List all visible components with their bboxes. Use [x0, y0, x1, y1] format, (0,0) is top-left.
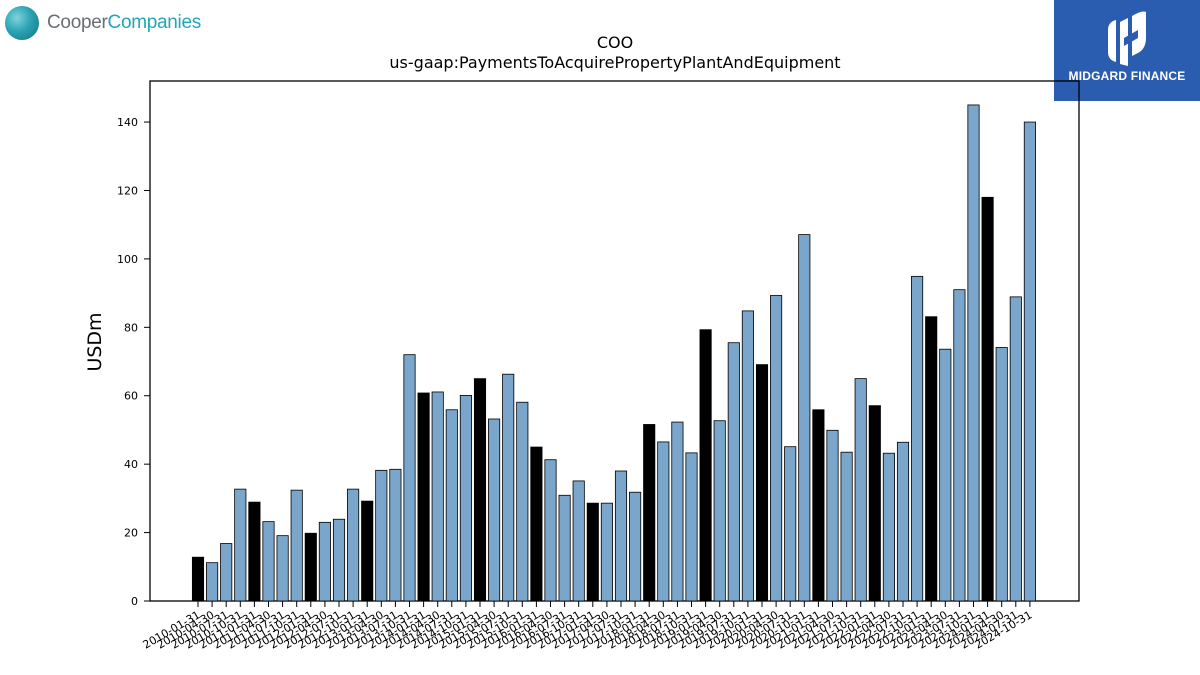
bar-2018-10-31: [685, 452, 698, 602]
company-name: CooperCompanies: [47, 12, 201, 34]
chart-title: COO: [597, 33, 633, 52]
bar-2015-04-30: [488, 418, 501, 602]
bar-2014-01-31: [417, 392, 430, 602]
bar-2023-07-31: [953, 289, 966, 602]
bar-2019-01-31: [699, 329, 712, 602]
y-tick-label: 40: [124, 458, 138, 471]
bar-2019-10-31: [741, 310, 754, 602]
midgard-finance-wordmark: MIDGARD FINANCE: [1068, 69, 1186, 83]
bar-2021-07-31: [840, 451, 853, 602]
globe-icon: [5, 6, 39, 40]
y-tick-label: 80: [124, 321, 138, 334]
bar-2022-10-31: [911, 275, 924, 602]
bar-2024-01-31: [981, 196, 994, 602]
bar-2010-10-31: [234, 488, 247, 602]
bar-2016-04-30: [544, 459, 557, 602]
bar-2024-10-31: [1023, 121, 1036, 602]
y-tick-label: 20: [124, 527, 138, 540]
bar-2023-04-30: [939, 348, 952, 602]
bar-2019-04-30: [713, 420, 726, 602]
bar-2022-01-31: [868, 405, 881, 602]
bar-2016-07-31: [558, 494, 571, 602]
y-tick-label: 60: [124, 390, 138, 403]
bar-2020-04-30: [770, 295, 783, 602]
bar-2016-10-31: [572, 480, 585, 602]
bar-2011-01-31: [248, 501, 261, 602]
bar-2022-04-30: [882, 452, 895, 602]
bar-2014-07-31: [445, 409, 458, 602]
bar-2024-04-30: [995, 347, 1008, 602]
bar-2017-07-31: [614, 470, 628, 602]
bar-2012-10-31: [347, 488, 360, 602]
bar-2016-01-31: [530, 446, 543, 602]
bar-2017-04-30: [600, 502, 613, 602]
bar-2021-01-31: [812, 409, 825, 602]
y-axis-ticks: 0 20 40 60 80 100 120 140: [117, 116, 150, 608]
bar-2020-10-31: [798, 234, 811, 602]
y-tick-label: 0: [131, 595, 138, 608]
cooper-companies-logo: CooperCompanies: [5, 5, 201, 41]
bar-2013-01-31: [361, 500, 374, 602]
plot-area-frame: [149, 80, 1080, 602]
bar-2017-01-31: [586, 502, 599, 602]
bar-2017-10-31: [629, 491, 642, 602]
bar-2012-01-31: [304, 532, 317, 602]
bar-2018-07-31: [671, 421, 684, 602]
bar-2015-01-31: [473, 378, 487, 602]
company-name-part2: Companies: [107, 12, 202, 33]
bar-2023-10-31: [967, 104, 980, 602]
bar-2024-07-31: [1009, 296, 1022, 602]
bar-2020-07-31: [784, 446, 797, 602]
bar-2014-10-31: [459, 394, 472, 602]
bar-series: [191, 104, 1036, 602]
bar-2012-07-31: [332, 518, 346, 602]
chart-subtitle: us-gaap:PaymentsToAcquirePropertyPlantAn…: [389, 53, 840, 72]
bar-2018-04-30: [657, 441, 670, 602]
midgard-mark-icon: [1108, 11, 1146, 66]
bar-2013-04-30: [375, 469, 388, 602]
bar-2023-01-31: [925, 316, 938, 602]
bar-2010-01-31: [191, 556, 205, 602]
y-tick-label: 100: [117, 253, 138, 266]
y-tick-label: 120: [117, 184, 138, 197]
bar-2022-07-31: [896, 441, 910, 602]
bar-2018-01-31: [643, 424, 656, 602]
bar-2012-04-30: [318, 521, 331, 602]
bar-2011-07-31: [276, 535, 289, 602]
bar-2019-07-31: [727, 342, 740, 602]
bar-2011-10-31: [290, 489, 303, 602]
bar-2021-04-30: [826, 429, 839, 602]
bar-2013-07-31: [389, 468, 402, 602]
bar-2015-10-31: [516, 401, 529, 602]
midgard-finance-logo: MIDGARD FINANCE: [1054, 0, 1200, 101]
bar-2020-01-31: [755, 364, 769, 602]
company-name-part1: Cooper: [47, 12, 108, 33]
bar-2011-04-30: [262, 521, 275, 602]
bar-2015-07-31: [502, 373, 515, 602]
bar-2013-10-31: [403, 354, 416, 602]
bar-2010-04-30: [206, 562, 219, 602]
y-axis-label: USDm: [84, 312, 106, 371]
y-tick-label: 140: [117, 116, 138, 129]
bar-2021-10-31: [854, 378, 867, 602]
bar-2010-07-31: [220, 543, 233, 602]
x-axis-ticks: 2010-01-312010-04-302010-07-312010-10-31…: [141, 601, 1034, 652]
bar-2014-04-30: [431, 391, 444, 602]
